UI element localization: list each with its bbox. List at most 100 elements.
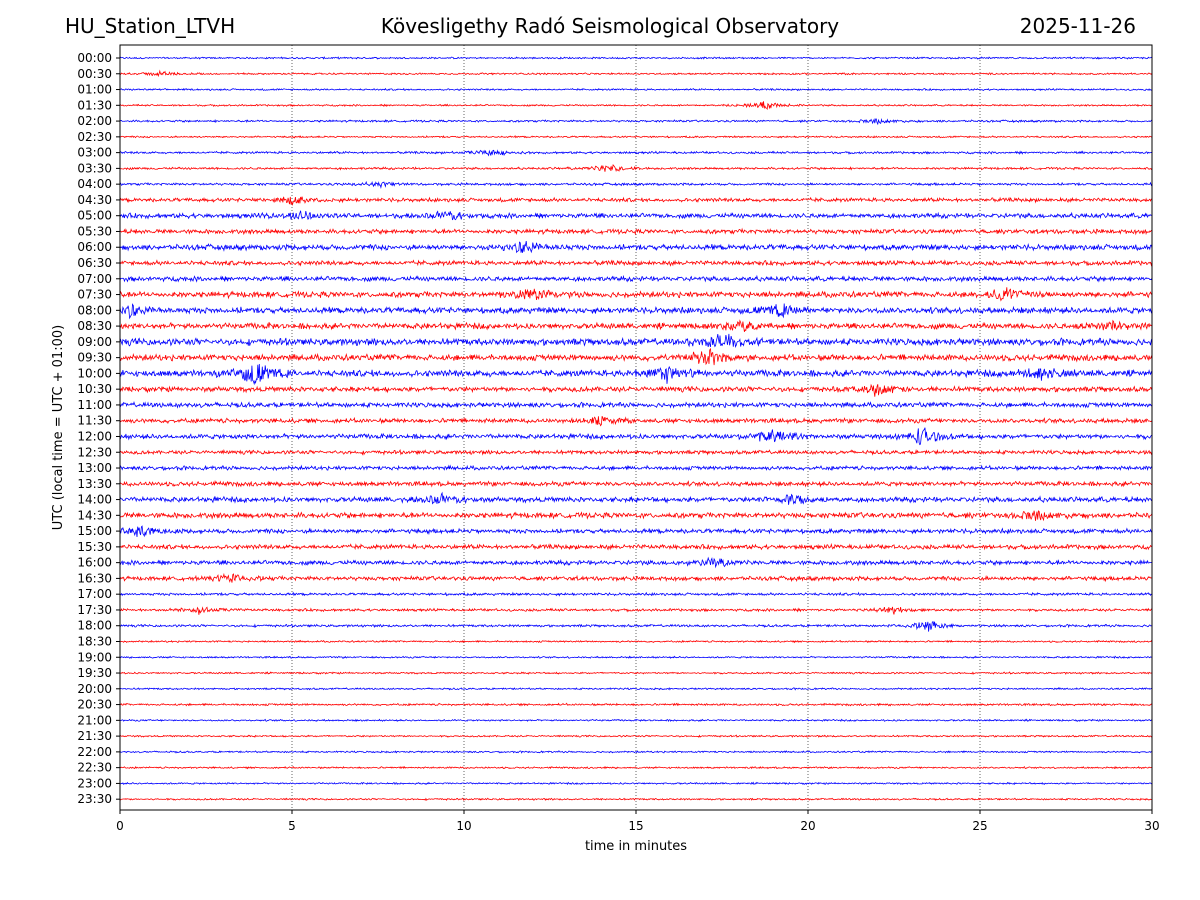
- seismic-traces: [119, 56, 1153, 802]
- y-tick-label-01:00: 01:00: [77, 83, 112, 97]
- trace-14:30: [119, 510, 1153, 522]
- trace-10:30: [119, 383, 1153, 397]
- y-tick-label-18:00: 18:00: [77, 619, 112, 633]
- y-tick-label-07:30: 07:30: [77, 288, 112, 302]
- x-tick-label-20: 20: [800, 819, 815, 833]
- x-tick-label-25: 25: [972, 819, 987, 833]
- trace-01:00: [119, 87, 1153, 92]
- y-tick-label-03:00: 03:00: [77, 146, 112, 160]
- y-tick-label-19:00: 19:00: [77, 650, 112, 664]
- trace-21:00: [119, 718, 1153, 723]
- y-tick-label-05:00: 05:00: [77, 209, 112, 223]
- y-tick-label-07:00: 07:00: [77, 272, 112, 286]
- y-tick-label-01:30: 01:30: [77, 98, 112, 112]
- y-tick-label-09:00: 09:00: [77, 335, 112, 349]
- trace-18:00: [119, 621, 1153, 632]
- y-tick-label-11:30: 11:30: [77, 414, 112, 428]
- y-tick-label-17:00: 17:00: [77, 587, 112, 601]
- trace-11:00: [119, 400, 1153, 409]
- y-tick-label-08:00: 08:00: [77, 303, 112, 317]
- chart-date: 2025-11-26: [1019, 14, 1136, 38]
- trace-03:00: [119, 149, 1153, 157]
- y-tick-label-11:00: 11:00: [77, 398, 112, 412]
- trace-21:30: [119, 734, 1153, 738]
- trace-12:00: [119, 427, 1153, 446]
- trace-04:00: [119, 180, 1153, 189]
- trace-15:00: [119, 525, 1153, 538]
- y-tick-label-21:30: 21:30: [77, 729, 112, 743]
- trace-07:00: [119, 274, 1153, 283]
- y-tick-label-12:00: 12:00: [77, 429, 112, 443]
- trace-09:30: [119, 347, 1153, 366]
- x-tick-label-0: 0: [116, 819, 124, 833]
- y-tick-label-13:00: 13:00: [77, 461, 112, 475]
- y-tick-label-06:00: 06:00: [77, 240, 112, 254]
- x-tick-label-10: 10: [456, 819, 471, 833]
- trace-20:00: [119, 687, 1153, 691]
- y-tick-label-02:00: 02:00: [77, 114, 112, 128]
- trace-05:30: [119, 227, 1153, 236]
- trace-12:30: [119, 448, 1153, 456]
- x-tick-label-15: 15: [628, 819, 643, 833]
- trace-08:00: [119, 303, 1153, 320]
- trace-09:00: [119, 333, 1153, 348]
- trace-07:30: [119, 287, 1153, 302]
- trace-06:30: [119, 259, 1153, 267]
- y-tick-label-15:30: 15:30: [77, 540, 112, 554]
- chart-title: Kövesligethy Radó Seismological Observat…: [380, 14, 840, 38]
- y-tick-label-03:30: 03:30: [77, 161, 112, 175]
- y-tick-label-09:30: 09:30: [77, 351, 112, 365]
- y-tick-label-13:30: 13:30: [77, 477, 112, 491]
- trace-02:30: [119, 135, 1153, 139]
- trace-13:30: [119, 479, 1153, 488]
- trace-13:00: [119, 464, 1153, 472]
- y-tick-label-20:00: 20:00: [77, 682, 112, 696]
- trace-11:30: [119, 415, 1153, 427]
- y-tick-label-16:00: 16:00: [77, 556, 112, 570]
- trace-08:30: [119, 319, 1153, 332]
- trace-02:00: [119, 117, 1153, 126]
- trace-23:00: [119, 781, 1153, 786]
- trace-14:00: [119, 491, 1153, 505]
- y-tick-label-23:00: 23:00: [77, 776, 112, 790]
- trace-00:00: [119, 56, 1153, 60]
- trace-01:30: [119, 101, 1153, 111]
- y-tick-label-08:30: 08:30: [77, 319, 112, 333]
- y-tick-label-06:30: 06:30: [77, 256, 112, 270]
- trace-05:00: [119, 210, 1153, 221]
- y-tick-label-12:30: 12:30: [77, 445, 112, 459]
- trace-22:30: [119, 765, 1153, 770]
- x-axis-label: time in minutes: [585, 839, 687, 854]
- trace-06:00: [119, 241, 1153, 254]
- y-tick-label-23:30: 23:30: [77, 792, 112, 806]
- y-tick-label-10:00: 10:00: [77, 366, 112, 380]
- y-tick-label-22:00: 22:00: [77, 745, 112, 759]
- y-axis-label: UTC (local time = UTC + 01:00): [51, 325, 66, 530]
- trace-17:30: [119, 606, 1153, 615]
- x-tick-label-5: 5: [288, 819, 296, 833]
- trace-15:30: [119, 542, 1153, 551]
- trace-23:30: [119, 797, 1153, 802]
- trace-10:00: [119, 364, 1153, 386]
- y-tick-label-19:30: 19:30: [77, 666, 112, 680]
- x-tick-label-30: 30: [1144, 819, 1159, 833]
- y-tick-label-15:00: 15:00: [77, 524, 112, 538]
- grid-lines: [291, 45, 981, 810]
- y-tick-label-02:30: 02:30: [77, 130, 112, 144]
- trace-22:00: [119, 750, 1153, 754]
- station-name: HU_Station_LTVH: [65, 14, 236, 38]
- y-tick-label-10:30: 10:30: [77, 382, 112, 396]
- trace-04:30: [119, 196, 1153, 207]
- y-tick-label-04:30: 04:30: [77, 193, 112, 207]
- y-tick-label-14:30: 14:30: [77, 508, 112, 522]
- y-tick-label-22:30: 22:30: [77, 761, 112, 775]
- y-tick-label-16:30: 16:30: [77, 571, 112, 585]
- trace-19:00: [119, 655, 1153, 660]
- trace-16:00: [119, 556, 1153, 569]
- y-tick-label-04:00: 04:00: [77, 177, 112, 191]
- trace-03:30: [119, 164, 1153, 172]
- trace-18:30: [119, 639, 1153, 644]
- trace-00:30: [119, 69, 1153, 78]
